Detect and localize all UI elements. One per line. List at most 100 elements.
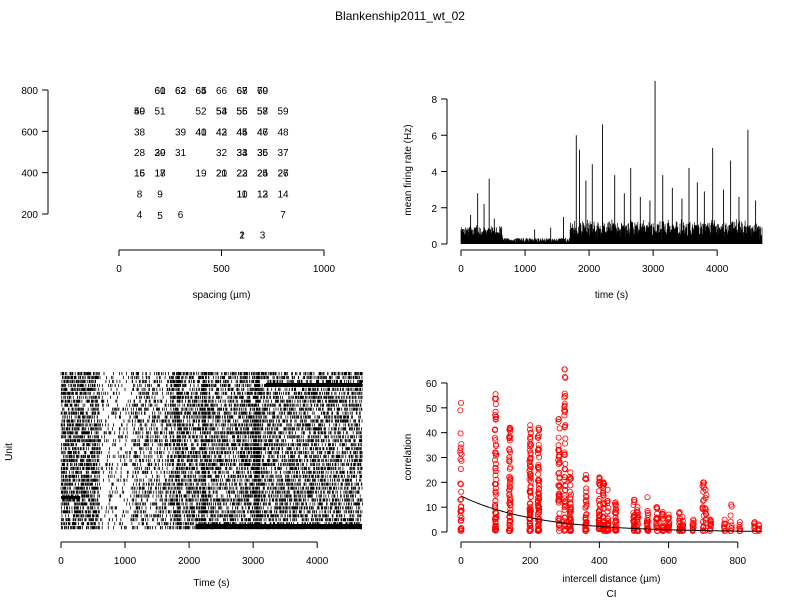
electrode-label: 64 <box>195 86 207 97</box>
x-tick-label: 4000 <box>706 264 729 275</box>
y-tick-label: 0 <box>431 240 437 251</box>
electrode-label: 68 <box>236 86 248 97</box>
electrode-label: 52 <box>195 107 207 118</box>
correlation-point <box>506 458 513 465</box>
electrode-label: 10 <box>236 189 248 200</box>
electrode-label: 24 <box>257 169 269 180</box>
correlation-point <box>534 434 541 441</box>
electrode-label: 28 <box>134 148 146 159</box>
correlation-point <box>702 510 709 517</box>
rate-trace <box>460 219 763 244</box>
correlation-point <box>678 522 685 529</box>
correlation-point <box>597 501 604 508</box>
correlation-point <box>679 514 686 521</box>
y-axis-label: Unit <box>4 443 15 461</box>
correlation-point <box>458 488 465 495</box>
correlation-point <box>491 457 498 464</box>
correlation-point <box>561 492 568 499</box>
correlation-point <box>527 422 534 429</box>
correlation-point <box>643 518 650 525</box>
correlation-point <box>596 474 603 481</box>
y-tick-label: 800 <box>21 86 38 97</box>
correlation-point <box>492 426 499 433</box>
electrode-label: 7 <box>280 210 286 221</box>
correlation-point <box>492 464 499 471</box>
raster-dense-band <box>195 524 362 529</box>
mean-firing-rate-panel: 0 1000 2000 3000 4000 0 2 4 6 8 time (s) mean firin… <box>403 80 763 301</box>
correlation-point <box>506 473 513 480</box>
correlation-point <box>526 476 533 483</box>
correlation-point <box>707 516 714 523</box>
y-tick-label: 50 <box>426 404 438 415</box>
correlation-point <box>457 447 464 454</box>
electrode-label: 65 <box>195 86 207 97</box>
correlation-point <box>611 500 618 507</box>
electrode-label: 59 <box>277 107 289 118</box>
correlation-point <box>492 523 499 530</box>
correlation-point <box>631 499 638 506</box>
correlation-point <box>491 434 498 441</box>
correlation-point <box>535 450 542 457</box>
correlation-point <box>699 482 706 489</box>
electrode-label: 36 <box>257 148 269 159</box>
correlation-point <box>526 471 533 478</box>
correlation-point <box>457 456 464 463</box>
electrode-label: 5 <box>157 211 163 222</box>
correlation-point <box>653 519 660 526</box>
electrode-label: 63 <box>175 86 187 97</box>
correlation-point <box>507 494 514 501</box>
correlation-point <box>535 501 542 508</box>
y-tick-label: 10 <box>426 503 438 514</box>
correlation-point <box>555 416 562 423</box>
x-tick-label: 0 <box>58 556 64 567</box>
x-axis-label: time (s) <box>595 290 628 301</box>
correlation-point <box>458 503 465 510</box>
correlation-point <box>561 498 568 505</box>
correlation-point <box>633 524 640 531</box>
raster-dense-band <box>265 383 362 387</box>
correlation-point <box>457 430 464 437</box>
electrode-label: 49 <box>134 107 146 118</box>
correlation-point <box>535 461 542 468</box>
x-axis-label: Time (s) <box>193 578 229 589</box>
correlation-point <box>535 479 542 486</box>
correlation-point <box>555 515 562 522</box>
correlation-point <box>562 393 569 400</box>
correlation-point <box>527 454 534 461</box>
correlation-point <box>535 527 542 534</box>
electrode-label: 3 <box>260 231 266 242</box>
electrode-label: 9 <box>157 189 163 200</box>
correlation-point <box>458 514 465 521</box>
correlation-point <box>665 511 672 518</box>
correlation-point <box>659 527 666 534</box>
correlation-point <box>506 517 513 524</box>
correlation-point <box>561 495 568 502</box>
caption-label: CI <box>607 589 617 600</box>
correlation-point <box>535 424 542 431</box>
correlation-point <box>566 488 573 495</box>
electrode-label: 14 <box>277 189 289 200</box>
correlation-point <box>506 483 513 490</box>
electrode-label: 12 <box>257 189 269 200</box>
electrode-label: 16 <box>134 169 146 180</box>
electrode-label: 22 <box>236 169 248 180</box>
y-tick-label: 2 <box>431 204 437 215</box>
correlation-point <box>526 440 533 447</box>
correlation-point <box>702 494 709 501</box>
spike-raster-marks <box>60 372 363 530</box>
electrode-label: 18 <box>154 169 166 180</box>
correlation-point <box>493 395 500 402</box>
correlation-point <box>535 519 542 526</box>
correlation-point <box>457 481 464 488</box>
correlation-point <box>561 374 568 381</box>
correlation-point <box>555 442 562 449</box>
correlation-point <box>582 512 589 519</box>
correlation-point <box>555 497 562 504</box>
correlation-point <box>721 516 728 523</box>
x-tick-label: 800 <box>729 556 746 567</box>
x-tick-label: 3000 <box>242 556 265 567</box>
correlation-point <box>634 514 641 521</box>
correlation-point <box>555 518 562 525</box>
y-tick-label: 20 <box>426 478 438 489</box>
